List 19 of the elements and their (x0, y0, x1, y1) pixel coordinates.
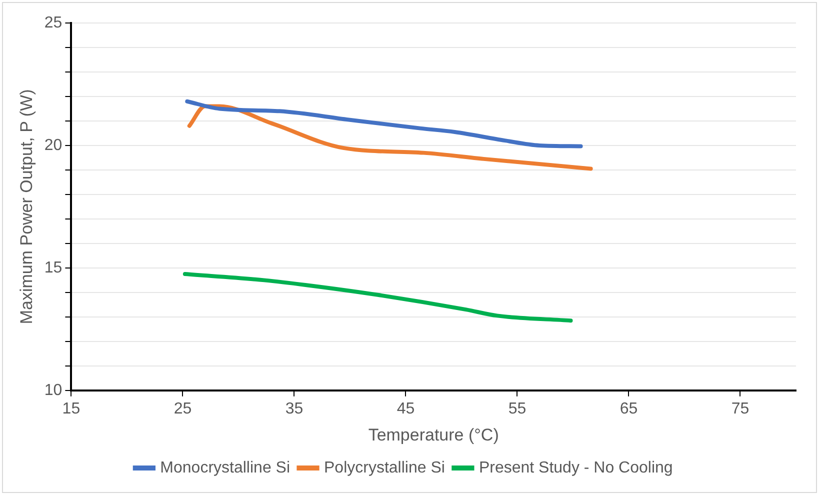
legend-label: Polycrystalline Si (324, 459, 445, 476)
x-tick-label: 15 (62, 400, 80, 418)
x-tick-label: 35 (285, 400, 304, 418)
legend-label: Present Study - No Cooling (478, 459, 673, 476)
x-tick-label: 65 (620, 400, 638, 418)
x-tick-label: 55 (508, 400, 526, 418)
line-series (182, 272, 573, 323)
x-tick-label: 75 (731, 400, 750, 418)
y-tick-label: 15 (44, 259, 62, 276)
legend-label: Monocrystalline Si (160, 459, 290, 476)
y-tick-label: 20 (44, 136, 62, 154)
x-tick-label: 45 (396, 400, 415, 418)
x-axis-title: Temperature (°C) (368, 425, 499, 444)
y-tick-label: 25 (44, 14, 62, 32)
x-tick-label: 25 (174, 400, 192, 418)
line-series (185, 99, 583, 148)
y-axis-title: Maximum Power Output, P (W) (16, 89, 36, 324)
y-tick-label: 10 (44, 382, 62, 399)
line-series (187, 104, 593, 171)
